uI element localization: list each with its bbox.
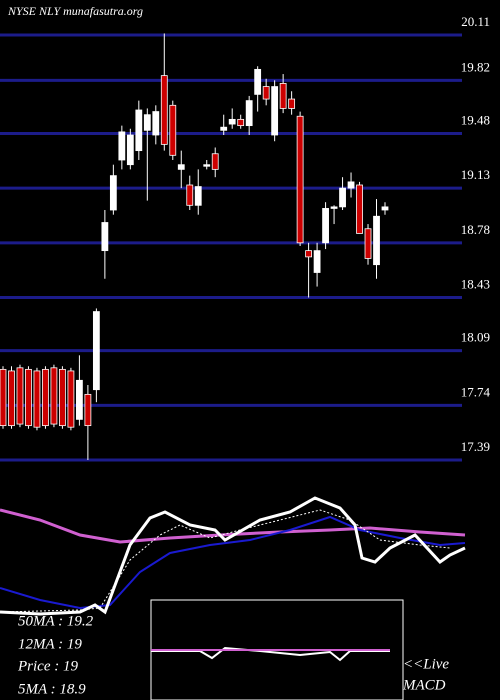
candle-body — [279, 83, 287, 109]
price-line — [0, 496, 466, 616]
y-tick-label: 19.13 — [461, 167, 490, 182]
candle-body — [237, 118, 245, 127]
candle-body — [305, 250, 313, 258]
candle-body — [271, 86, 279, 136]
candle-body — [296, 115, 304, 244]
candle-body — [347, 181, 355, 189]
y-tick-label: 18.78 — [461, 222, 490, 237]
y-tick-label: 18.43 — [461, 276, 490, 291]
macd-line — [151, 646, 390, 662]
candle-body — [33, 370, 41, 428]
candle-body — [152, 111, 160, 136]
candle-body — [186, 184, 194, 206]
candle-body — [42, 368, 49, 427]
candle-body — [194, 186, 202, 206]
y-tick-label: 18.09 — [461, 330, 490, 345]
candle-body — [84, 393, 92, 427]
y-tick-label: 19.82 — [461, 59, 490, 74]
candle-body — [228, 118, 236, 125]
candle-body — [381, 206, 389, 211]
candle-body — [109, 175, 117, 211]
candle-body — [245, 100, 253, 127]
annotation: Price : 19 — [17, 658, 78, 674]
candle-body — [220, 126, 228, 131]
annotation: MACD — [402, 677, 446, 693]
ma-line — [0, 515, 466, 610]
candle-body — [160, 75, 168, 145]
candle-body — [339, 187, 346, 208]
candle-body — [67, 370, 75, 428]
candle-body — [126, 134, 134, 166]
candle-body — [16, 367, 24, 425]
annotation: 12MA : 19 — [18, 636, 82, 652]
candle-body — [76, 379, 83, 420]
candle-body — [203, 164, 211, 167]
candle-body — [135, 109, 143, 152]
candle-body — [373, 215, 380, 266]
y-tick-label: 19.48 — [461, 112, 490, 127]
candle-body — [59, 368, 66, 427]
candle-body — [288, 98, 296, 109]
candle-body — [262, 86, 270, 100]
candle-body — [169, 104, 177, 156]
indicator-panel — [0, 496, 466, 616]
candle-body — [211, 153, 219, 170]
candle-body — [118, 131, 126, 161]
candle-body — [313, 250, 321, 273]
candle-body — [356, 184, 363, 234]
candle-body — [8, 370, 15, 427]
price-panel: 20.11 19.82 19.48 19.13 18.78 18.43 18.09 17.74… — [0, 14, 491, 462]
annotation: <<Live — [403, 656, 449, 672]
candle-body — [322, 208, 329, 244]
candle-body — [50, 367, 58, 425]
annotation: 50MA : 19.2 — [18, 613, 94, 629]
candle-body — [177, 164, 185, 170]
y-tick-label: 17.74 — [461, 384, 491, 399]
y-tick-label: 20.11 — [461, 14, 490, 29]
ma-line — [0, 509, 451, 613]
annotation: 5MA : 18.9 — [18, 681, 86, 697]
candle-body — [92, 311, 100, 391]
chart-title: NYSE NLY munafasutra.org — [7, 4, 143, 18]
candle-body — [254, 68, 262, 95]
candle-body — [330, 206, 338, 209]
candle-body — [0, 368, 7, 427]
candle-body — [143, 114, 151, 131]
candle-body — [364, 228, 372, 259]
candle-body — [101, 222, 109, 252]
candle-body — [25, 368, 32, 427]
y-tick-label: 17.39 — [461, 439, 490, 454]
